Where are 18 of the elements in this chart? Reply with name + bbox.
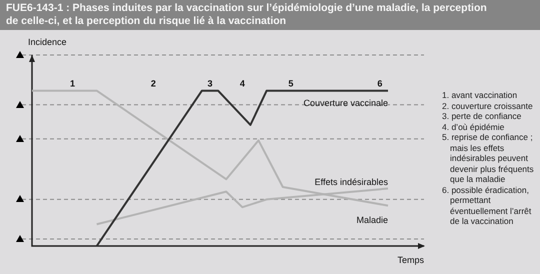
- text: 6. possible éradication, permettant éventuellement l’arrêt de la vaccination: [442, 184, 532, 226]
- text: 3. perte de confiance: [442, 111, 522, 122]
- x-tick-label: 6: [377, 78, 382, 88]
- chart-title: FUE6-143-1 : Phases induites par la vaccination sur l’épidémiologie d’une maladie, la perception de celle-ci, et la perception du risque lié à la vaccination: [0, 0, 540, 30]
- x-tick-label: 5: [288, 78, 294, 88]
- text: 4. d’où épidémie: [442, 122, 506, 132]
- y-axis-title: Incidence: [28, 36, 67, 47]
- series-label: Couverture vaccinale: [303, 98, 388, 108]
- series-label: Effets indésirables: [314, 177, 388, 188]
- x-axis-title: Temps: [397, 254, 424, 265]
- x-tick-label: 4: [240, 78, 245, 88]
- text: 2. couverture croissante: [442, 100, 534, 111]
- x-tick-label: 1: [70, 78, 75, 88]
- text: 5. reprise de confiance ; mais les effets indésirables peuvent devenir plus fréquents que la maladie: [442, 132, 535, 184]
- series-label: Maladie: [356, 215, 388, 226]
- x-tick-label: 3: [207, 78, 213, 88]
- x-tick-label: 2: [150, 78, 156, 88]
- text: 1. avant vaccination: [442, 90, 518, 100]
